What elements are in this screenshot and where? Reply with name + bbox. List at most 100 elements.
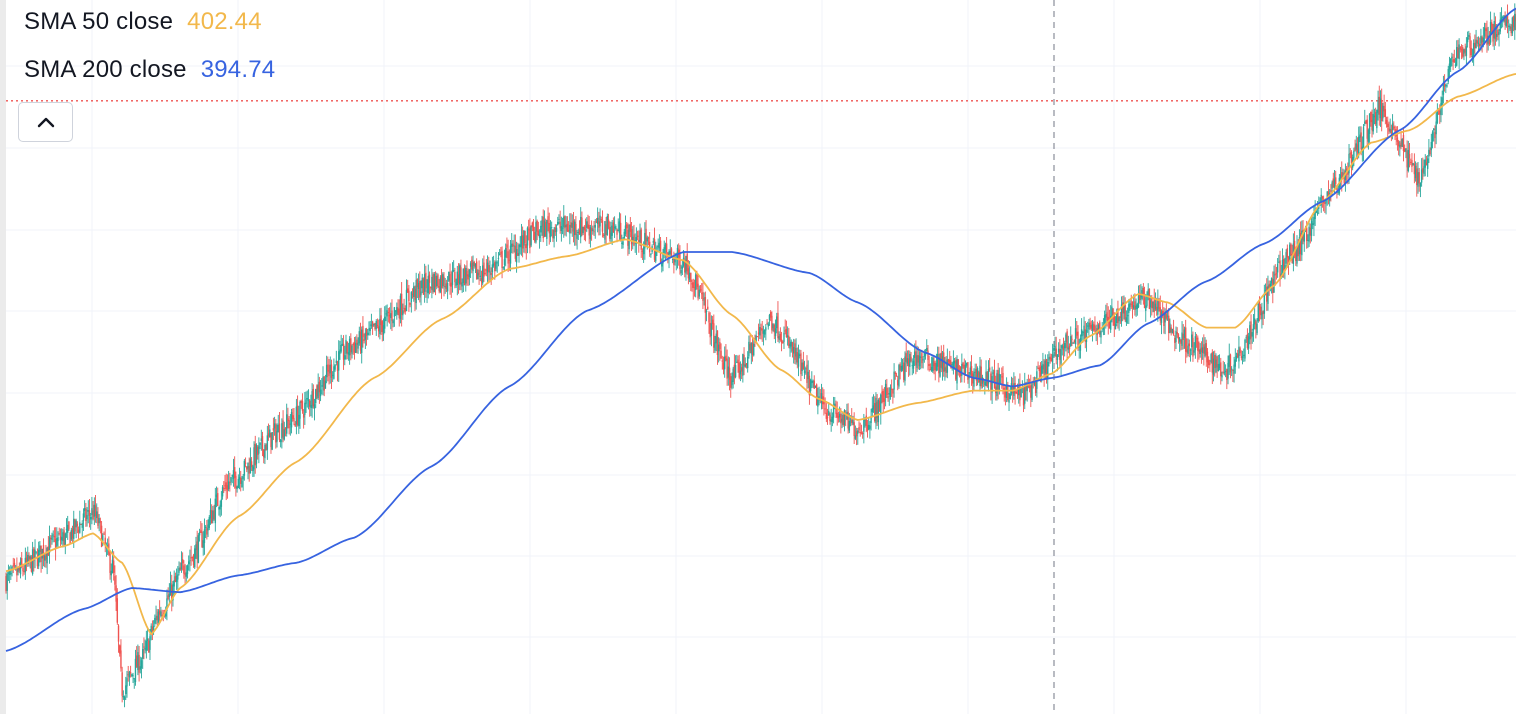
candle-up-body bbox=[961, 363, 963, 376]
candle-up-body bbox=[922, 359, 924, 361]
candle-down-body bbox=[1491, 22, 1493, 33]
candle-down-body bbox=[1192, 337, 1194, 357]
candle-down-body bbox=[434, 275, 437, 288]
candle-down-body bbox=[406, 288, 409, 293]
candle-down-body bbox=[861, 432, 864, 435]
candle-up-body bbox=[214, 498, 217, 524]
candle-up-body bbox=[1339, 174, 1342, 179]
candle-up-body bbox=[142, 648, 144, 659]
candle-up-body bbox=[93, 504, 96, 517]
candle-up-body bbox=[869, 425, 871, 429]
candle-down-body bbox=[267, 433, 270, 437]
candle-up-body bbox=[996, 373, 998, 397]
candle-down-body bbox=[1453, 59, 1455, 63]
candle-up-body bbox=[801, 362, 803, 372]
candle-up-body bbox=[331, 374, 334, 376]
candle-down-body bbox=[743, 354, 745, 366]
candle-up-body bbox=[1412, 163, 1414, 166]
candle-down-body bbox=[993, 370, 996, 389]
candle-down-body bbox=[826, 417, 829, 419]
collapse-legend-button[interactable] bbox=[18, 102, 73, 142]
candle-down-body bbox=[564, 215, 566, 229]
candle-down-body bbox=[766, 323, 768, 325]
legend-sma50[interactable]: SMA 50 close 402.44 bbox=[24, 8, 262, 36]
candle-down-body bbox=[490, 272, 492, 276]
candle-up-body bbox=[1078, 346, 1080, 348]
candle-down-body bbox=[1282, 259, 1285, 270]
candle-down-body bbox=[1131, 301, 1134, 308]
candle-down-body bbox=[471, 259, 473, 270]
candle-up-body bbox=[1129, 303, 1131, 307]
candle-up-body bbox=[974, 371, 976, 373]
candle-down-body bbox=[419, 281, 421, 298]
candle-down-body bbox=[536, 220, 538, 232]
candle-up-body bbox=[513, 245, 515, 247]
candle-up-body bbox=[1273, 271, 1275, 293]
candle-down-body bbox=[1004, 389, 1007, 398]
candle-down-body bbox=[501, 250, 503, 268]
candle-up-body bbox=[1431, 132, 1434, 142]
candle-up-body bbox=[739, 370, 742, 375]
candle-up-body bbox=[62, 532, 64, 542]
candle-up-body bbox=[1466, 37, 1469, 43]
candle-up-body bbox=[1353, 150, 1355, 159]
candle-up-body bbox=[573, 221, 576, 236]
candle-down-body bbox=[761, 328, 763, 331]
candle-up-body bbox=[468, 269, 471, 278]
candle-up-body bbox=[286, 414, 288, 434]
candle-up-body bbox=[841, 418, 843, 422]
legend-sma200[interactable]: SMA 200 close 394.74 bbox=[24, 56, 275, 84]
candle-down-body bbox=[938, 357, 940, 374]
candle-up-body bbox=[1320, 194, 1322, 206]
candle-up-body bbox=[461, 282, 463, 287]
legend-sma50-value: 402.44 bbox=[187, 8, 262, 35]
candle-up-body bbox=[81, 523, 83, 528]
candle-down-body bbox=[1165, 313, 1168, 319]
candle-up-body bbox=[1301, 230, 1303, 256]
candle-up-body bbox=[753, 343, 755, 356]
candle-up-body bbox=[1070, 336, 1072, 347]
candle-down-body bbox=[927, 350, 929, 361]
candle-up-body bbox=[321, 385, 323, 387]
candle-down-body bbox=[1411, 160, 1413, 167]
candle-up-body bbox=[492, 263, 495, 266]
candle-up-body bbox=[807, 371, 809, 380]
candle-up-body bbox=[742, 354, 744, 376]
candle-up-body bbox=[370, 324, 373, 327]
candle-up-body bbox=[1298, 237, 1301, 255]
candle-up-body bbox=[560, 226, 563, 231]
candle-down-body bbox=[1206, 351, 1209, 363]
candle-down-body bbox=[1186, 349, 1188, 353]
candle-up-body bbox=[710, 323, 713, 336]
candle-up-body bbox=[1126, 315, 1129, 317]
candle-up-body bbox=[1194, 336, 1197, 351]
candle-up-body bbox=[1105, 314, 1107, 318]
candle-up-body bbox=[520, 235, 523, 248]
candle-down-body bbox=[1163, 313, 1165, 326]
candle-up-body bbox=[6, 573, 8, 591]
candle-down-body bbox=[229, 481, 231, 483]
candle-up-body bbox=[489, 271, 491, 273]
candle-up-body bbox=[442, 274, 444, 287]
candle-up-body bbox=[1065, 334, 1067, 343]
candle-up-body bbox=[1296, 245, 1298, 264]
candle-up-body bbox=[734, 365, 737, 378]
candle-up-body bbox=[624, 225, 627, 234]
candle-down-body bbox=[356, 339, 358, 345]
candle-down-body bbox=[1068, 345, 1071, 350]
candle-down-body bbox=[235, 475, 237, 489]
candle-down-body bbox=[897, 379, 899, 386]
candle-down-body bbox=[1268, 284, 1270, 288]
candle-down-body bbox=[248, 466, 250, 474]
candle-up-body bbox=[1228, 355, 1230, 367]
candle-up-body bbox=[888, 393, 890, 395]
candle-down-body bbox=[791, 342, 794, 352]
candle-up-body bbox=[51, 535, 53, 540]
candle-down-body bbox=[963, 364, 965, 375]
candle-up-body bbox=[973, 371, 975, 387]
candle-down-body bbox=[323, 376, 325, 391]
candle-down-body bbox=[1002, 372, 1004, 387]
candle-up-body bbox=[1140, 295, 1142, 298]
